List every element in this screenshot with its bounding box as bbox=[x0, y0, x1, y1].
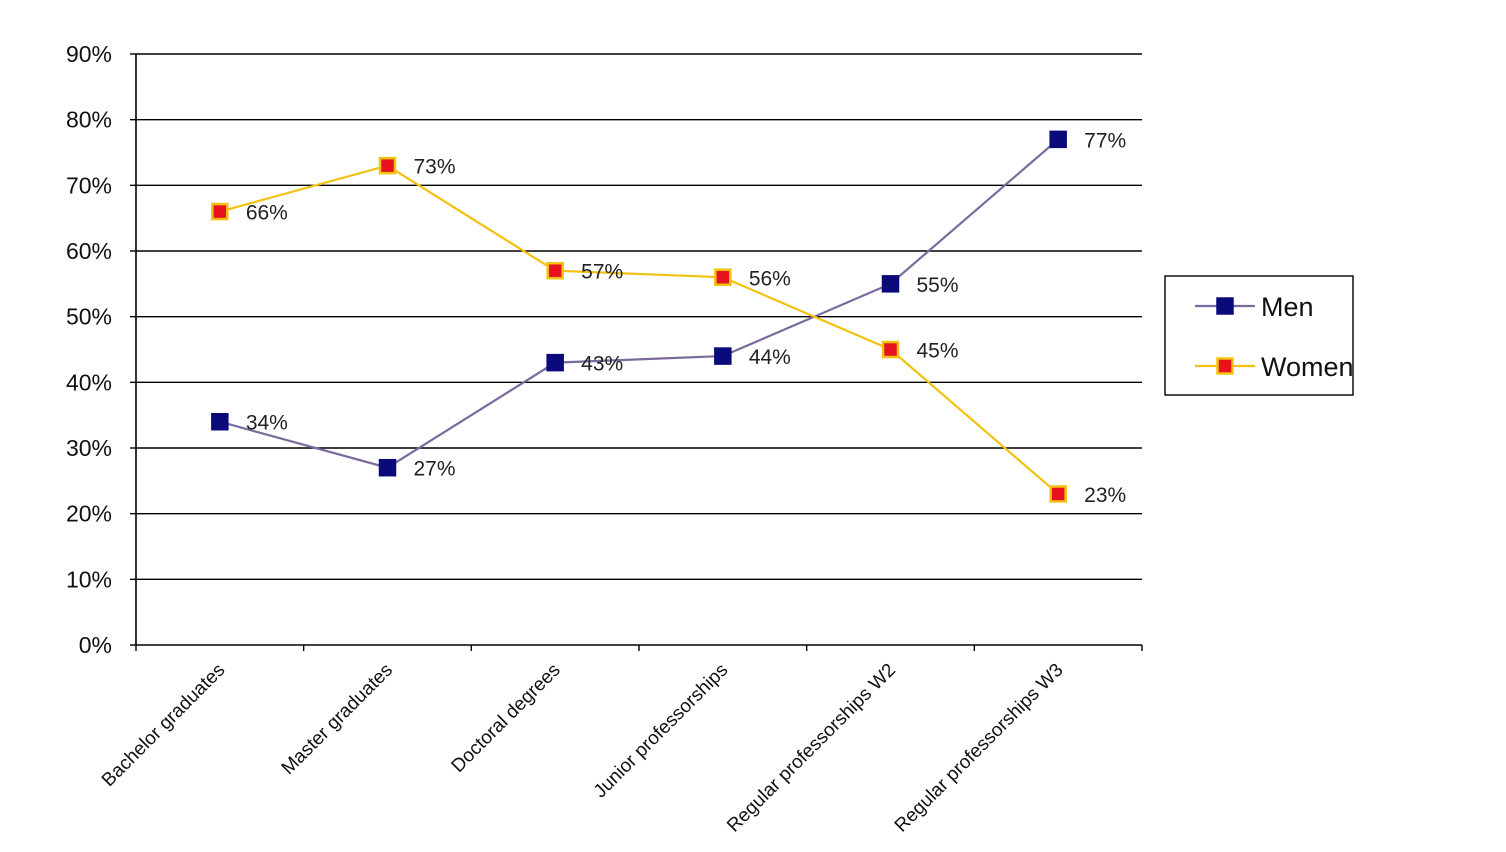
data-label-women: 57% bbox=[581, 261, 623, 284]
legend-label-women: Women bbox=[1261, 352, 1354, 382]
y-tick-label: 10% bbox=[66, 566, 112, 592]
y-tick-label: 50% bbox=[66, 304, 112, 330]
x-category-label: Regular professorships W3 bbox=[891, 660, 1068, 837]
data-label-women: 45% bbox=[917, 340, 959, 363]
series-line-women bbox=[219, 164, 1059, 495]
data-point-women bbox=[211, 202, 229, 221]
data-label-men: 44% bbox=[749, 346, 791, 369]
data-point-women bbox=[714, 268, 732, 287]
y-tick-label: 30% bbox=[66, 435, 112, 461]
legend-label-men: Men bbox=[1261, 292, 1314, 322]
data-point-men bbox=[1049, 130, 1067, 149]
legend-marker-men bbox=[1216, 297, 1234, 315]
legend-marker-women bbox=[1216, 357, 1234, 375]
data-point-men bbox=[714, 347, 732, 365]
x-category-label: Junior professorships bbox=[590, 660, 733, 803]
data-label-men: 43% bbox=[581, 353, 623, 376]
series-line-men bbox=[219, 138, 1059, 469]
x-category-label: Bachelor graduates bbox=[98, 660, 229, 791]
data-label-women: 73% bbox=[414, 156, 456, 179]
y-tick-label: 60% bbox=[66, 238, 112, 264]
data-point-women bbox=[881, 340, 900, 359]
data-label-men: 34% bbox=[246, 412, 288, 435]
data-point-men bbox=[378, 458, 397, 477]
data-label-women: 23% bbox=[1084, 484, 1126, 507]
y-tick-label: 20% bbox=[66, 501, 112, 527]
y-tick-label: 70% bbox=[66, 172, 112, 198]
data-point-men bbox=[546, 353, 564, 372]
data-label-women: 66% bbox=[246, 202, 288, 225]
y-tick-label: 0% bbox=[79, 632, 112, 658]
x-category-label: Regular professorships W2 bbox=[723, 660, 900, 837]
y-tick-label: 80% bbox=[66, 107, 112, 133]
legend-box bbox=[1164, 275, 1354, 396]
data-label-women: 56% bbox=[749, 267, 791, 290]
data-point-men bbox=[881, 275, 900, 293]
data-point-women bbox=[1049, 485, 1067, 503]
data-point-men bbox=[211, 412, 229, 431]
data-label-men: 55% bbox=[917, 274, 959, 297]
y-tick-label: 40% bbox=[66, 369, 112, 395]
data-label-men: 77% bbox=[1084, 129, 1126, 152]
data-point-women bbox=[546, 261, 564, 280]
data-point-women bbox=[378, 156, 397, 175]
x-category-label: Master graduates bbox=[278, 660, 397, 779]
y-tick-label: 90% bbox=[66, 41, 112, 67]
data-label-men: 27% bbox=[414, 458, 456, 481]
x-category-label: Doctoral degrees bbox=[448, 660, 565, 777]
